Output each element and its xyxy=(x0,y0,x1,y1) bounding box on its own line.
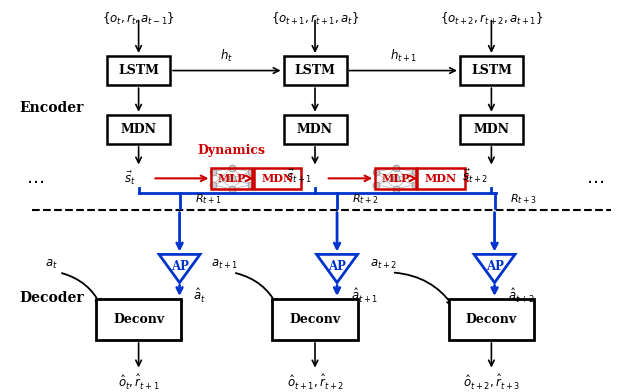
FancyBboxPatch shape xyxy=(107,56,170,85)
Text: MDN: MDN xyxy=(297,123,333,136)
Text: AP: AP xyxy=(171,260,188,273)
FancyBboxPatch shape xyxy=(273,299,358,340)
Text: Dynamics: Dynamics xyxy=(198,144,266,158)
Text: LSTM: LSTM xyxy=(471,64,512,77)
Text: $h_t$: $h_t$ xyxy=(220,47,233,64)
FancyBboxPatch shape xyxy=(96,299,181,340)
Polygon shape xyxy=(474,254,515,283)
FancyBboxPatch shape xyxy=(460,114,523,144)
Text: $R_{t+1}$: $R_{t+1}$ xyxy=(195,192,221,206)
FancyBboxPatch shape xyxy=(417,167,464,189)
Text: $a_t$: $a_t$ xyxy=(45,258,58,271)
Text: MLP: MLP xyxy=(217,173,246,184)
Text: MLP: MLP xyxy=(381,173,410,184)
FancyBboxPatch shape xyxy=(253,167,301,189)
Text: $\hat{a}_{t+1}$: $\hat{a}_{t+1}$ xyxy=(351,287,378,305)
Text: Deconv: Deconv xyxy=(113,313,164,326)
Polygon shape xyxy=(317,254,358,283)
Text: Deconv: Deconv xyxy=(289,313,341,326)
Text: AP: AP xyxy=(328,260,346,273)
FancyBboxPatch shape xyxy=(107,114,170,144)
Text: Decoder: Decoder xyxy=(19,291,84,305)
Text: $a_{t+1}$: $a_{t+1}$ xyxy=(211,258,238,271)
Text: $R_{t+2}$: $R_{t+2}$ xyxy=(352,192,379,206)
Text: $\hat{o}_{t+1}, \hat{r}_{t+2}$: $\hat{o}_{t+1}, \hat{r}_{t+2}$ xyxy=(287,373,343,392)
Text: MDN: MDN xyxy=(261,173,293,184)
Text: MDN: MDN xyxy=(425,173,457,184)
Text: $\ldots$: $\ldots$ xyxy=(26,169,43,187)
Text: $\{o_t, r_t, a_{t-1}\}$: $\{o_t, r_t, a_{t-1}\}$ xyxy=(102,11,175,27)
Text: Encoder: Encoder xyxy=(19,101,83,115)
Text: $h_{t+1}$: $h_{t+1}$ xyxy=(389,47,417,64)
Text: $\{o_{t+1}, r_{t+1}, a_t\}$: $\{o_{t+1}, r_{t+1}, a_t\}$ xyxy=(271,11,359,27)
Text: $R_{t+3}$: $R_{t+3}$ xyxy=(510,192,536,206)
Text: $\hat{o}_t, \hat{r}_{t+1}$: $\hat{o}_t, \hat{r}_{t+1}$ xyxy=(118,373,159,392)
Text: $\hat{a}_{t+2}$: $\hat{a}_{t+2}$ xyxy=(508,287,536,305)
FancyBboxPatch shape xyxy=(284,114,346,144)
Text: $\hat{o}_{t+2}, \hat{r}_{t+3}$: $\hat{o}_{t+2}, \hat{r}_{t+3}$ xyxy=(463,373,520,392)
Text: $\ldots$: $\ldots$ xyxy=(587,169,604,187)
Text: $\hat{a}_t$: $\hat{a}_t$ xyxy=(193,287,206,305)
Text: AP: AP xyxy=(486,260,503,273)
Text: $\vec{s}_{t+1}$: $\vec{s}_{t+1}$ xyxy=(286,168,312,185)
Text: $\vec{s}_t$: $\vec{s}_t$ xyxy=(123,170,135,187)
FancyBboxPatch shape xyxy=(449,299,534,340)
Polygon shape xyxy=(159,254,200,283)
Text: Deconv: Deconv xyxy=(466,313,517,326)
FancyBboxPatch shape xyxy=(460,56,523,85)
Text: $\vec{s}_{t+2}$: $\vec{s}_{t+2}$ xyxy=(462,168,488,185)
Text: $\{o_{t+2}, r_{t+2}, a_{t+1}\}$: $\{o_{t+2}, r_{t+2}, a_{t+1}\}$ xyxy=(440,11,543,27)
Text: LSTM: LSTM xyxy=(295,64,335,77)
Text: LSTM: LSTM xyxy=(118,64,159,77)
FancyBboxPatch shape xyxy=(284,56,346,85)
Text: MDN: MDN xyxy=(473,123,510,136)
Text: $a_{t+2}$: $a_{t+2}$ xyxy=(370,258,397,271)
Text: MDN: MDN xyxy=(120,123,157,136)
